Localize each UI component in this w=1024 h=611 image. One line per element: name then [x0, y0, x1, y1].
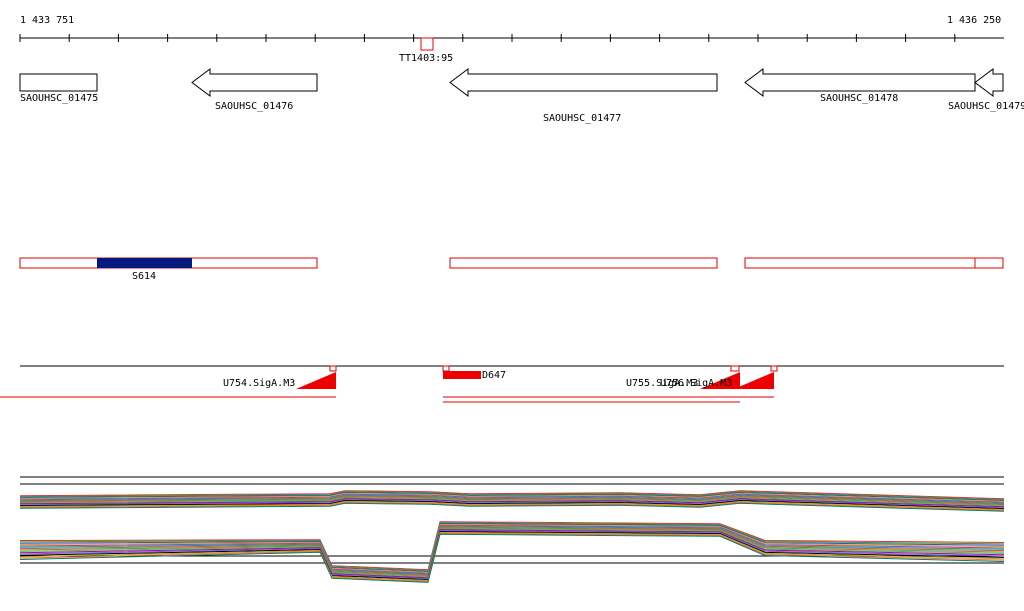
trace	[19, 502, 1005, 512]
trace	[19, 500, 1005, 510]
feature-label: D647	[482, 370, 506, 381]
gene-track	[19, 68, 1004, 97]
trace	[19, 495, 1005, 505]
feature-box	[442, 365, 450, 372]
promoter	[734, 372, 774, 389]
trace	[19, 491, 1005, 501]
gene-label: SAOUHSC_01478	[820, 93, 898, 104]
trace	[19, 491, 1005, 501]
marker-label: TT1403:95	[399, 53, 453, 64]
traces	[19, 490, 1005, 583]
expression-track	[19, 476, 1005, 583]
feature-label: U754.SigA.M3	[223, 378, 295, 389]
feature-label: U756.SigA.M3	[660, 378, 732, 389]
gene	[744, 68, 976, 97]
trace	[19, 496, 1005, 506]
ruler-ticks	[19, 34, 956, 42]
gene	[449, 68, 718, 97]
gene	[191, 68, 318, 97]
gene-label: SAOUHSC_01477	[543, 113, 621, 124]
trace	[19, 501, 1005, 511]
feature-block	[443, 371, 481, 379]
region-label: S614	[132, 271, 156, 282]
trace	[19, 498, 1005, 508]
promoter	[700, 372, 740, 389]
region-highlight	[97, 258, 192, 268]
gene	[974, 68, 1004, 97]
trace	[19, 500, 1005, 510]
ruler-start: 1 433 751	[20, 15, 74, 26]
trace	[19, 533, 1005, 583]
trace	[19, 493, 1005, 503]
trace	[19, 494, 1005, 504]
trace	[19, 490, 1005, 500]
trace	[19, 492, 1005, 502]
feature-track	[0, 365, 778, 403]
feature-marks	[296, 371, 774, 389]
feature-box	[730, 365, 740, 372]
marker-box	[420, 37, 434, 51]
gene-label: SAOUHSC_01476	[215, 101, 293, 112]
trace	[19, 497, 1005, 507]
gene	[19, 73, 98, 92]
feature-label: U755.SigA.M3	[626, 378, 698, 389]
promoter	[296, 372, 336, 389]
region	[744, 257, 1004, 269]
feature-box	[329, 365, 337, 372]
gene-label: SAOUHSC_01479	[948, 101, 1024, 112]
region	[449, 257, 718, 269]
ruler-end: 1 436 250	[947, 15, 1001, 26]
trace	[19, 499, 1005, 509]
feature-box	[770, 365, 778, 372]
gene-label: SAOUHSC_01475	[20, 93, 98, 104]
